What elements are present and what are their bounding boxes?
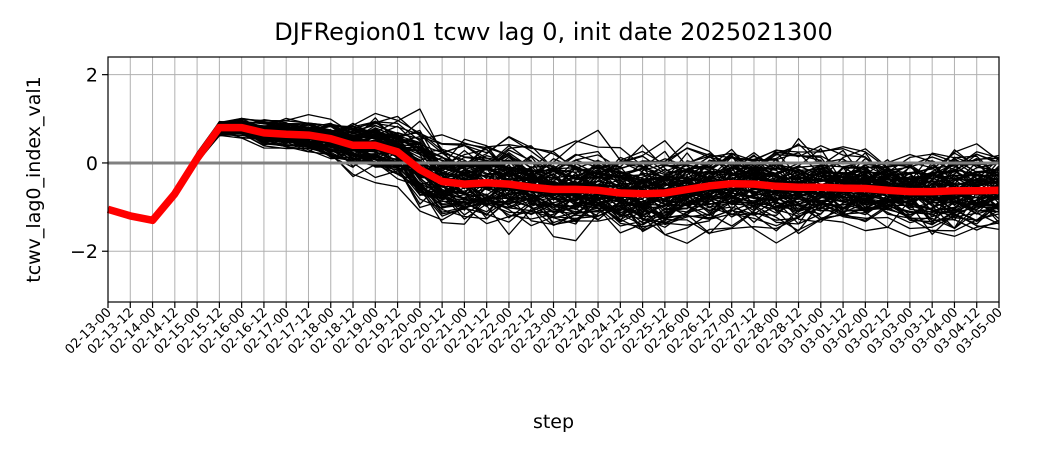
y-tick-label: 0 (86, 153, 98, 175)
x-axis-label: step (533, 411, 574, 433)
y-axis: 2 0 −2 (70, 65, 108, 263)
y-tick-label: 2 (86, 65, 98, 87)
y-axis-label: tcwv_lag0_index_val1 (23, 76, 45, 283)
ensemble-member-line (107, 120, 1000, 221)
ensemble-member-line (107, 118, 1000, 221)
x-axis: 02-13-0002-13-1202-14-0002-14-1202-15-00… (62, 302, 1006, 358)
y-tick-label: −2 (70, 241, 98, 263)
ensemble-member-line (107, 113, 1000, 221)
ensemble-member-line (107, 132, 1000, 242)
chart-title: DJFRegion01 tcwv lag 0, init date 202502… (274, 18, 833, 46)
ensemble-mean-line (106, 123, 1000, 225)
ensemble-mean-series (106, 123, 1000, 225)
